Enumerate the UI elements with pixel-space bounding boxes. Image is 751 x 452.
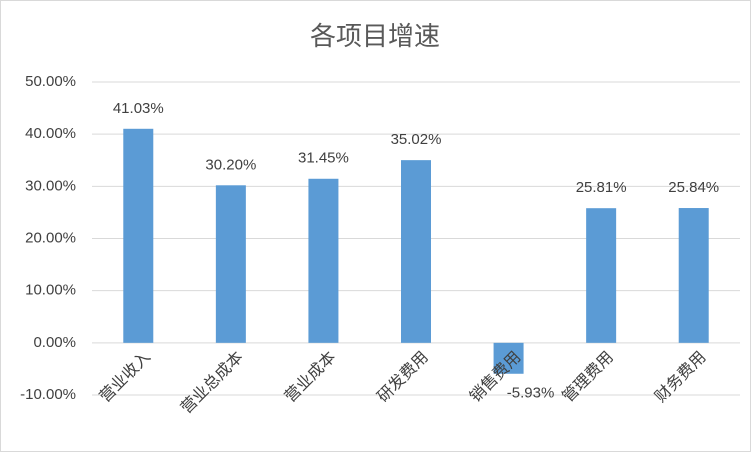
bar	[123, 128, 154, 343]
y-tick-label: 20.00%	[25, 229, 76, 246]
value-label: 30.20%	[205, 156, 256, 173]
value-label: 25.81%	[576, 179, 627, 196]
value-label: 31.45%	[298, 150, 349, 167]
bar	[586, 208, 617, 343]
y-tick-label: 30.00%	[25, 177, 76, 194]
y-tick-label: 40.00%	[25, 125, 76, 142]
value-label: -5.93%	[507, 385, 555, 402]
chart-title: 各项目增速	[310, 21, 440, 51]
bar	[215, 185, 246, 343]
bar	[493, 342, 524, 374]
bar	[401, 160, 431, 343]
bar	[308, 178, 339, 343]
bar	[678, 208, 709, 343]
value-label: 25.84%	[668, 179, 719, 196]
value-label: 35.02%	[391, 131, 442, 148]
y-tick-label: -10.00%	[20, 386, 76, 403]
y-tick-label: 10.00%	[25, 282, 76, 299]
value-label: 41.03%	[113, 100, 164, 117]
y-tick-label: 50.00%	[25, 73, 76, 90]
y-tick-label: 0.00%	[33, 334, 76, 351]
